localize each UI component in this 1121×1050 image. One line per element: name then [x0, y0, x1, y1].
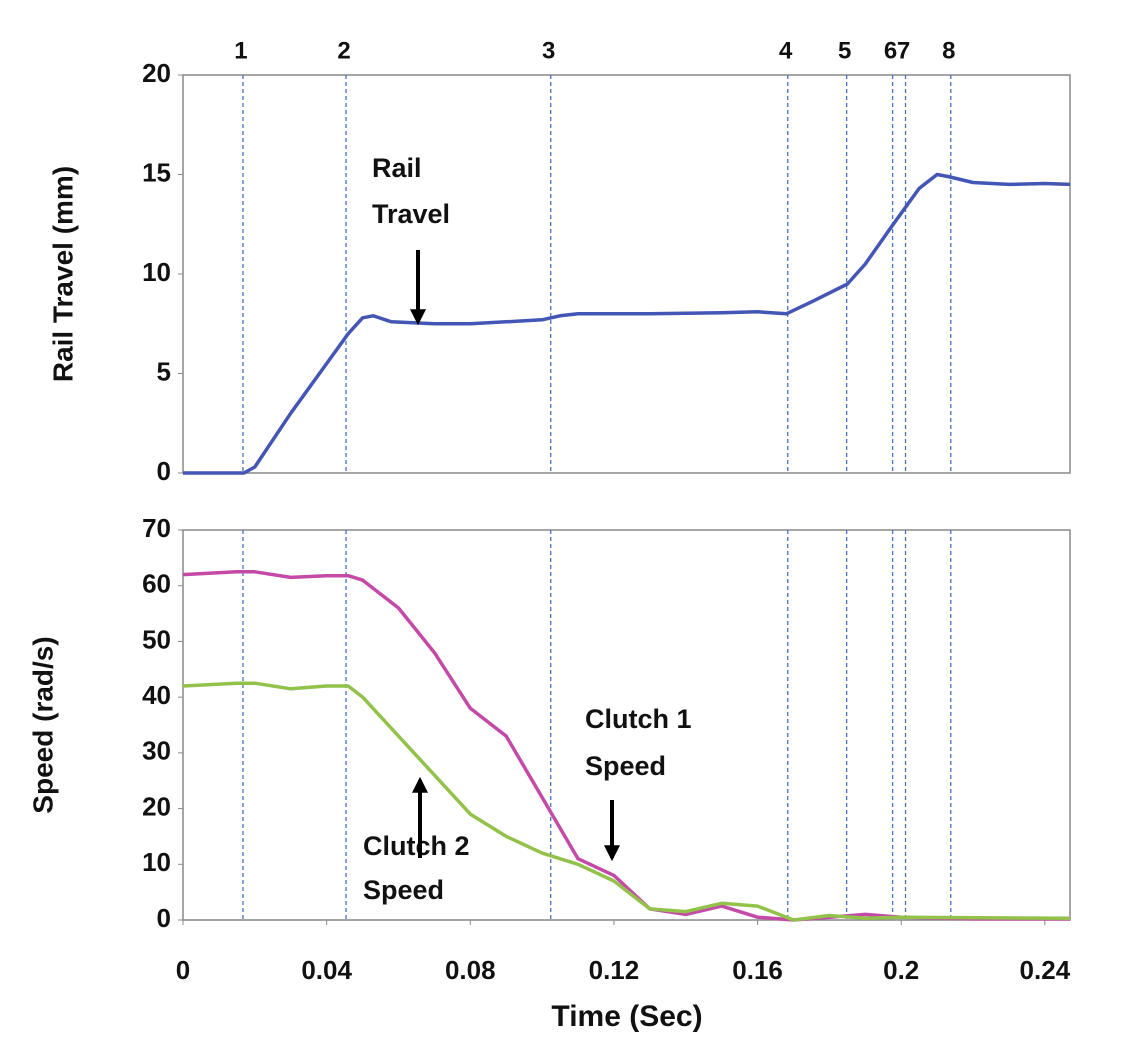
event-label: 3 [542, 37, 555, 64]
y-tick-label: 20 [142, 791, 171, 821]
x-tick-label: 0.04 [301, 955, 352, 985]
y-tick-label: 0 [157, 903, 171, 933]
y-tick-label: 10 [142, 847, 171, 877]
event-label: 6 [884, 37, 897, 64]
annotation: Clutch 1 [585, 704, 692, 734]
annotation: Clutch 2 [363, 831, 470, 861]
x-tick-label: 0.2 [883, 955, 919, 985]
event-label: 5 [838, 37, 851, 64]
event-label: 4 [779, 37, 793, 64]
y-tick-label: 40 [142, 680, 171, 710]
x-tick-label: 0 [176, 955, 190, 985]
annotation: Speed [585, 751, 666, 781]
x-tick-label: 0.08 [445, 955, 496, 985]
x-tick-label: 0.24 [1020, 955, 1071, 985]
data-line [182, 570, 1070, 922]
x-tick-label: 0.12 [589, 955, 640, 985]
annotation: Speed [363, 875, 444, 905]
annotation: Travel [372, 199, 450, 229]
plot-frame [182, 529, 1071, 921]
plot-frame [182, 74, 1071, 474]
data-line [182, 681, 1071, 922]
y-tick-label: 20 [142, 58, 171, 88]
y-tick-label: 5 [157, 356, 171, 386]
y-tick-label: 30 [142, 736, 171, 766]
y-tick-label: 50 [142, 624, 171, 654]
event-label: 8 [942, 37, 955, 64]
data-line [183, 172, 1071, 475]
event-label: 2 [337, 37, 350, 64]
event-label: 1 [234, 37, 247, 64]
y-tick-label: 10 [142, 257, 171, 287]
y-axis-label: Rail Travel (mm) [47, 166, 78, 382]
event-label: 7 [897, 37, 910, 64]
y-tick-label: 60 [142, 569, 171, 599]
y-axis-label: Speed (rad/s) [27, 636, 58, 813]
x-tick-label: 0.16 [732, 955, 783, 985]
y-tick-label: 0 [157, 456, 171, 486]
y-tick-label: 70 [142, 513, 171, 543]
annotation: Rail [372, 153, 422, 183]
y-tick-label: 15 [142, 157, 171, 187]
x-axis-label: Time (Sec) [551, 1000, 702, 1033]
